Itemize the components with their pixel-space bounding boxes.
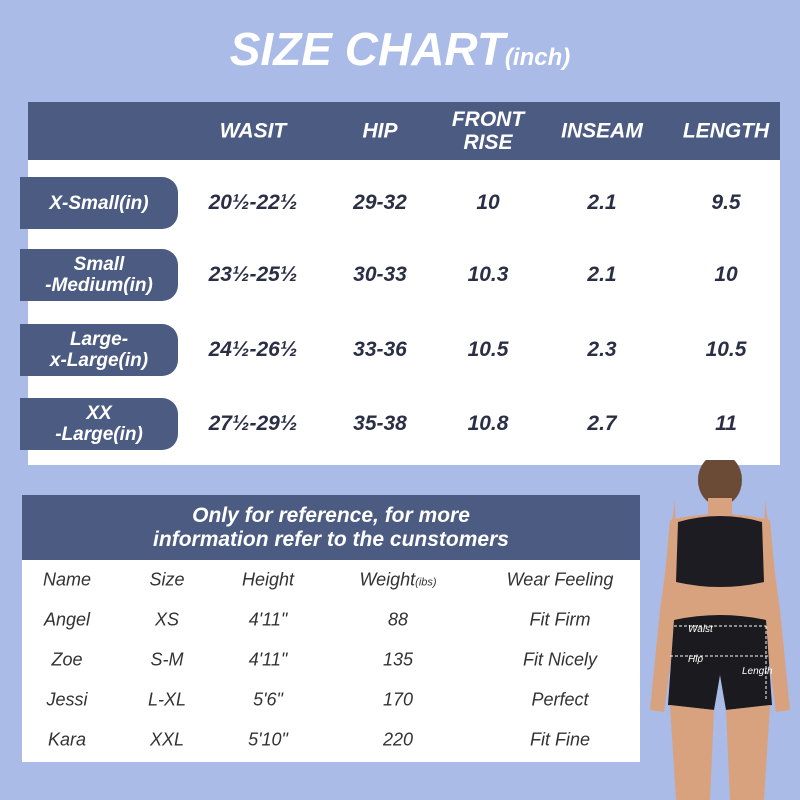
header-line: INSEAM [561,119,643,143]
size-table-header [28,102,780,160]
column-name: Wear Feeling [506,569,614,590]
column-name: Weight [359,569,416,590]
size-cell: 23½-25½ [208,263,298,286]
size-label-line: Small [73,254,125,275]
reference-heading: Only for reference, for more information … [22,495,640,560]
size-cell: 2.3 [587,338,617,361]
size-cell: 33-36 [353,338,407,361]
header-line: HIP [362,119,398,143]
size-label-line: x-Large(in) [49,350,149,371]
reference-cell: XS [154,609,180,630]
size-cell: 2.1 [587,191,617,214]
size-cell: 10.3 [467,263,509,286]
reference-cell: 88 [387,609,409,630]
reference-column: Size [149,570,184,591]
hip-label: Hip [688,654,703,665]
reference-cell: Fit Nicely [522,649,598,670]
size-label-line: -Large(in) [55,424,143,445]
column-header: HIP [362,120,397,143]
waist-label: Waist [688,624,714,635]
size-label-line: Large- [69,329,129,350]
size-cell: 9.5 [711,191,741,214]
reference-cell: 5'6" [253,689,283,710]
column-header: WASIT [220,120,287,143]
size-label-line: XX [86,403,112,424]
reference-cell: L-XL [147,689,187,710]
size-label-line: X-Small(in) [49,192,149,214]
reference-column: Name [43,570,91,591]
reference-cell: Zoe [51,649,83,670]
size-cell: 10.5 [467,338,509,361]
heading-line: Only for reference, for more [192,503,470,527]
size-cell: 2.7 [587,412,617,435]
size-cell: 10 [476,191,500,214]
size-cell: 10 [714,263,738,286]
header-line: LENGTH [682,119,770,143]
header-line: RISE [463,131,513,154]
heading-line: information refer to the cunstomers [153,527,509,551]
title: SIZE CHART(inch) [0,22,800,76]
size-cell: 29-32 [353,191,407,214]
size-cell: 27½-29½ [208,412,298,435]
reference-cell: Jessi [46,689,88,710]
header-line: WASIT [219,119,287,143]
reference-cell: S-M [150,649,184,670]
reference-cell: Fit Fine [529,729,591,750]
reference-cell: Perfect [531,689,589,710]
column-name: Height [241,569,295,590]
column-header: INSEAM [561,120,643,143]
reference-cell: 170 [382,689,414,710]
reference-cell: Kara [47,729,87,750]
reference-cell: XXL [149,729,185,750]
size-cell: 20½-22½ [208,191,298,214]
reference-cell: Fit Firm [529,609,591,630]
model-figure: Waist Hip Length [650,460,790,800]
reference-cell: 220 [382,729,414,750]
column-header: LENGTH [683,120,769,143]
title-unit: (inch) [504,44,571,71]
reference-cell: 5'10" [248,729,288,750]
size-cell: 2.1 [587,263,617,286]
size-label: Large-x-Large(in) [20,324,178,376]
title-text: SIZE CHART [229,23,505,75]
size-cell: 24½-26½ [208,338,298,361]
reference-cell: 4'11" [248,649,288,670]
size-label: X-Small(in) [20,177,178,229]
weight-unit: (ibs) [415,576,437,589]
reference-cell: 4'11" [248,609,288,630]
length-label: Length [742,666,773,677]
column-name: Name [42,569,92,590]
reference-column: Wear Feeling [507,570,614,591]
size-cell: 10.8 [467,412,509,435]
size-cell: 11 [715,412,737,435]
size-label-line: -Medium(in) [45,275,153,296]
column-header: FRONT RISE [452,108,524,154]
reference-column: Height [242,570,294,591]
size-cell: 10.5 [705,338,747,361]
size-label: Small -Medium(in) [20,249,178,301]
size-cell: 30-33 [353,263,407,286]
size-cell: 35-38 [353,412,407,435]
size-label: XX -Large(in) [20,398,178,450]
reference-cell: Angel [43,609,91,630]
column-name: Size [149,569,185,590]
reference-cell: 135 [382,649,414,670]
header-line: FRONT [451,108,525,131]
reference-column: Weight(ibs) [359,570,436,591]
